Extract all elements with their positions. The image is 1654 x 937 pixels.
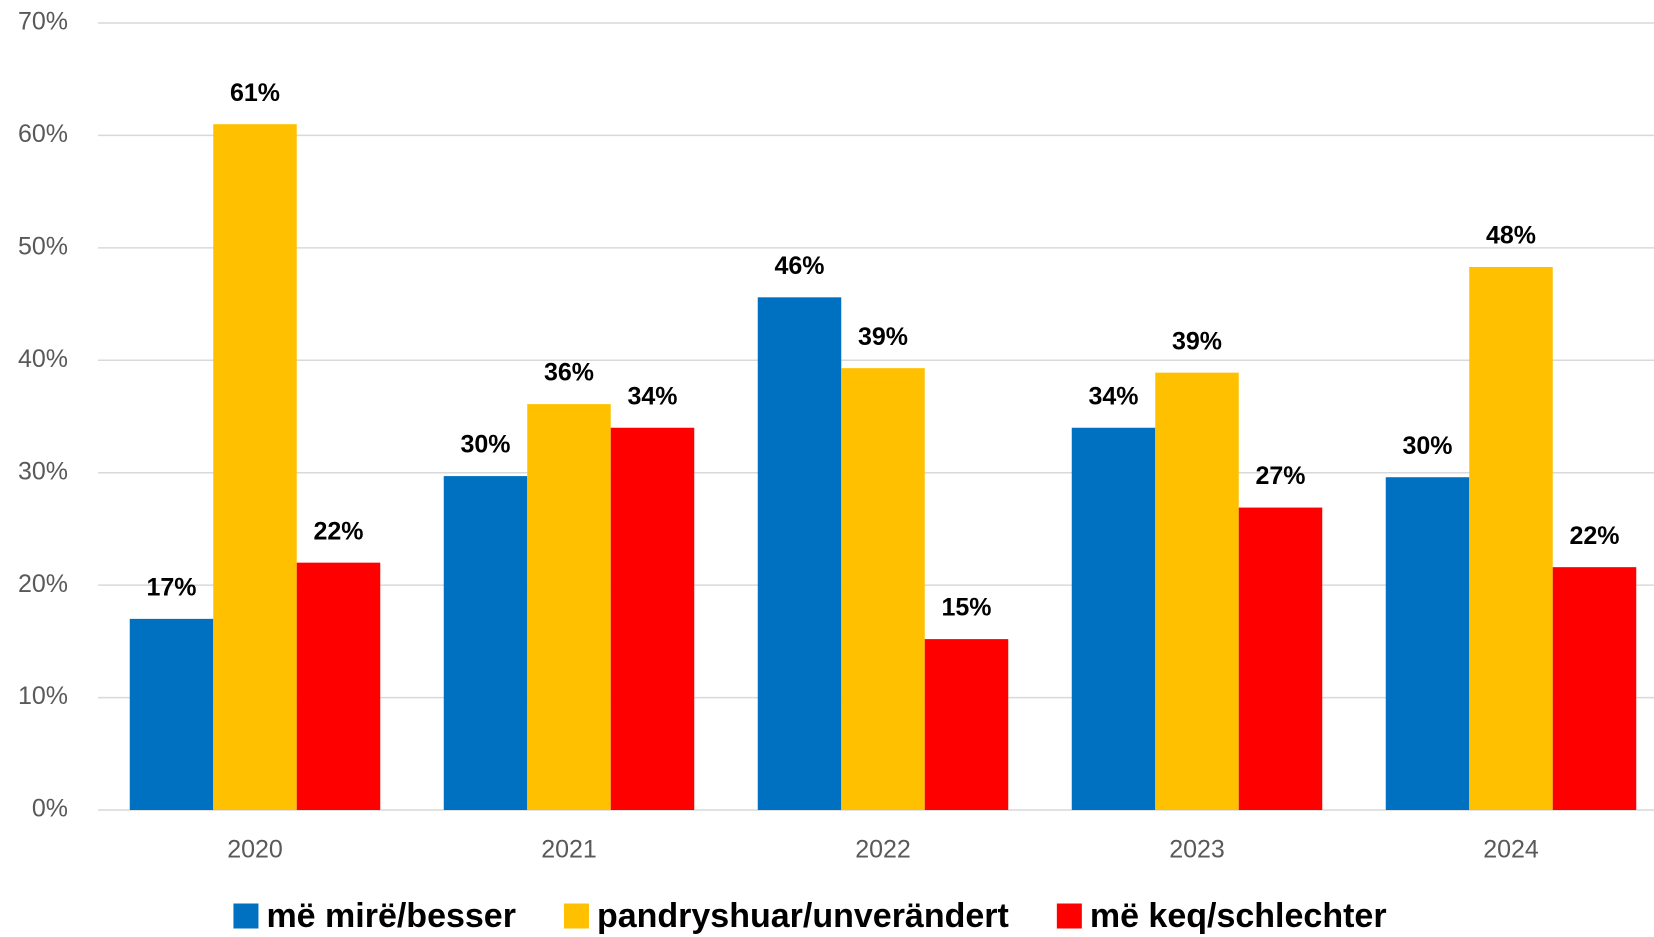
bar <box>1552 567 1637 810</box>
bar <box>296 562 381 810</box>
data-label: 36% <box>544 359 594 387</box>
data-label: 61% <box>230 79 280 107</box>
bar <box>129 618 214 810</box>
x-tick-label: 2022 <box>855 836 911 864</box>
legend-label: pandryshuar/unverändert <box>597 897 1009 935</box>
y-tick-label: 30% <box>18 457 68 485</box>
bar <box>1238 507 1323 810</box>
x-tick-label: 2023 <box>1169 836 1225 864</box>
x-tick-label: 2024 <box>1483 836 1539 864</box>
bar <box>610 427 695 810</box>
bar <box>1071 427 1156 810</box>
y-tick-label: 70% <box>18 8 68 36</box>
bar <box>841 368 925 810</box>
data-label: 30% <box>460 431 510 459</box>
y-tick-label: 0% <box>32 795 68 823</box>
data-label: 30% <box>1402 432 1452 460</box>
data-label: 39% <box>858 323 908 351</box>
bar <box>1155 372 1239 810</box>
x-tick-label: 2021 <box>541 836 597 864</box>
bar <box>443 476 528 810</box>
x-tick-label: 2020 <box>227 836 283 864</box>
legend-label: më keq/schlechter <box>1090 897 1387 935</box>
legend-swatch <box>563 903 589 929</box>
data-label: 46% <box>774 252 824 280</box>
legend-swatch <box>1056 903 1082 929</box>
legend-swatch <box>233 903 259 929</box>
data-label: 22% <box>313 517 363 545</box>
data-label: 48% <box>1486 222 1536 250</box>
bar <box>924 639 1009 810</box>
data-label: 39% <box>1172 327 1222 355</box>
data-label: 17% <box>146 573 196 601</box>
data-label: 27% <box>1255 462 1305 490</box>
data-label: 34% <box>627 382 677 410</box>
bar <box>527 404 611 810</box>
bar <box>1385 477 1470 810</box>
y-tick-label: 20% <box>18 570 68 598</box>
bar <box>213 124 297 810</box>
y-tick-label: 40% <box>18 345 68 373</box>
y-tick-label: 60% <box>18 120 68 148</box>
bar <box>757 297 842 811</box>
y-tick-label: 50% <box>18 232 68 260</box>
data-label: 34% <box>1088 382 1138 410</box>
bar <box>1469 266 1553 811</box>
data-label: 15% <box>941 594 991 622</box>
y-tick-label: 10% <box>18 682 68 710</box>
data-label: 22% <box>1569 522 1619 550</box>
legend-label: më mirë/besser <box>266 897 516 935</box>
